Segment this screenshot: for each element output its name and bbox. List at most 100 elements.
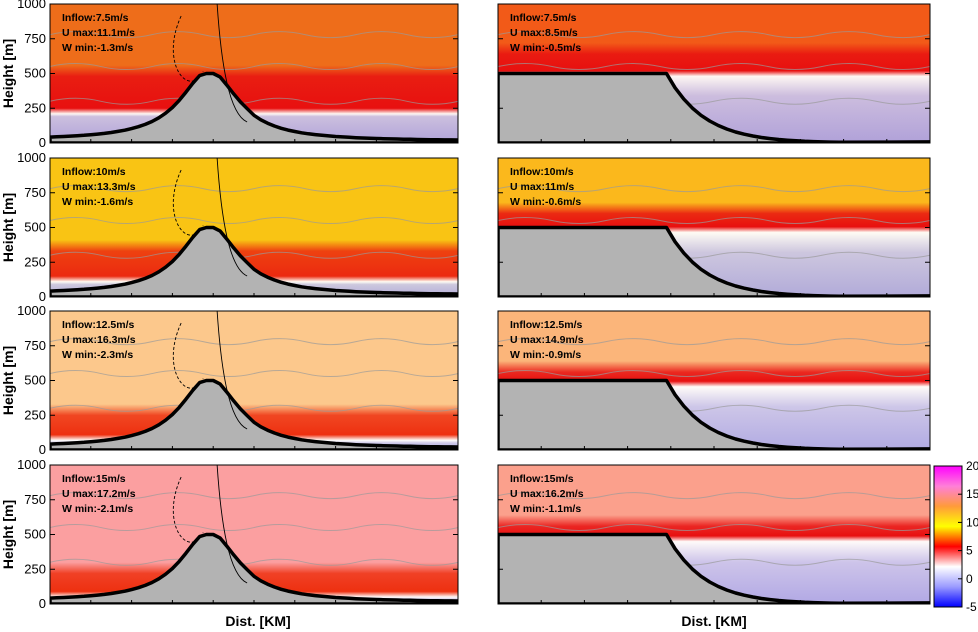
panel-annotation: Inflow:7.5m/s (62, 12, 129, 24)
panel-annotation: U max:8.5m/s (510, 27, 578, 39)
colorbar: 20 15 10 5 0 -5 (933, 459, 978, 614)
y-tick-label: 0 (39, 289, 46, 304)
y-tick-label: 750 (24, 185, 46, 200)
y-tick-label: 1000 (17, 303, 46, 318)
panel-annotation: Inflow:15m/s (62, 473, 126, 485)
colorbar-tick-label: 10 (966, 515, 978, 529)
contour-negative (172, 476, 204, 543)
panel: Inflow:7.5m/s U max:8.5m/s W min:-0.5m/s (497, 3, 931, 144)
panel-annotation: U max:11m/s (510, 181, 574, 193)
panel-field (498, 4, 930, 143)
contour-positive (216, 465, 248, 584)
y-tick-label: 250 (24, 561, 46, 576)
streamline (50, 251, 458, 259)
panel: 0 250 500 750 1000 Height [m] Inflow:10m/s U ma… (0, 150, 459, 304)
panel-annotation: Inflow:12.5m/s (62, 319, 135, 331)
panel-annotation: W min:-2.3m/s (62, 349, 133, 361)
colorbar-tick-label: 20 (966, 459, 978, 473)
streamline (498, 185, 930, 193)
streamline (50, 492, 458, 500)
contour-negative (172, 322, 204, 389)
streamline (498, 492, 930, 500)
panel-annotation: U max:13.3m/s (62, 181, 136, 193)
y-tick-label: 250 (24, 100, 46, 115)
panel-annotation: U max:16.2m/s (510, 488, 584, 500)
streamline (50, 404, 458, 412)
y-axis-label: Height [m] (0, 39, 16, 108)
streamline (50, 338, 458, 346)
panel: 0 250 500 750 1000 Height [m] Inflow:12.5m/s U … (0, 303, 459, 457)
panel: 0 250 500 750 1000 Height [m] Inflow:15m/s U ma… (0, 457, 459, 611)
contour-positive (216, 158, 248, 277)
panel: Inflow:10m/s U max:11m/s W min:-0.6m/s (497, 157, 931, 298)
streamline (50, 370, 458, 378)
terrain (50, 532, 458, 604)
panel-annotation: W min:-1.1m/s (510, 503, 581, 515)
panel-annotation: Inflow:12.5m/s (510, 319, 583, 331)
panel: Inflow:15m/s U max:16.2m/s W min:-1.1m/s (497, 464, 931, 605)
streamline (498, 31, 930, 39)
panel-annotation: W min:-2.1m/s (62, 503, 133, 515)
y-axis-label: Height [m] (0, 500, 16, 569)
streamline (498, 524, 930, 532)
panel-annotation: U max:14.9m/s (510, 334, 584, 346)
colorbar-tick-label: 15 (966, 487, 978, 501)
panel-field (50, 4, 458, 143)
panel-field (498, 158, 930, 297)
panel-annotation: W min:-1.6m/s (62, 196, 133, 208)
panel-annotation: W min:-0.9m/s (510, 349, 581, 361)
y-tick-label: 250 (24, 407, 46, 422)
panel-field (498, 311, 930, 450)
streamline (50, 217, 458, 225)
streamline (50, 63, 458, 71)
y-tick-label: 500 (24, 527, 46, 542)
panel-annotation: W min:-0.6m/s (510, 196, 581, 208)
panel-annotation: Inflow:10m/s (62, 166, 126, 178)
panel-annotation: W min:-0.5m/s (510, 42, 581, 54)
streamline (50, 524, 458, 532)
y-tick-label: 1000 (17, 150, 46, 165)
terrain (498, 225, 930, 297)
y-tick-label: 0 (39, 442, 46, 457)
y-tick-label: 750 (24, 492, 46, 507)
streamline (50, 558, 458, 566)
terrain (498, 71, 930, 143)
panel-field (50, 311, 458, 450)
panel-field (50, 465, 458, 604)
streamline (50, 185, 458, 193)
y-tick-label: 250 (24, 254, 46, 269)
x-axis-label-left: Dist. [KM] (225, 613, 290, 629)
y-tick-label: 500 (24, 220, 46, 235)
panel-annotation: U max:16.3m/s (62, 334, 136, 346)
terrain (498, 378, 930, 450)
y-tick-label: 750 (24, 338, 46, 353)
streamline (50, 97, 458, 105)
y-tick-label: 1000 (17, 0, 46, 11)
x-axis-label-right: Dist. [KM] (681, 613, 746, 629)
y-tick-label: 500 (24, 373, 46, 388)
panel: Inflow:12.5m/s U max:14.9m/s W min:-0.9m/s (497, 310, 931, 451)
colorbar-tick-label: 5 (966, 544, 973, 558)
streamline (498, 338, 930, 346)
contour-positive (216, 311, 248, 430)
panel-field (498, 465, 930, 604)
y-tick-label: 500 (24, 66, 46, 81)
streamline (50, 31, 458, 39)
y-axis-label: Height [m] (0, 193, 16, 262)
panel-annotation: Inflow:15m/s (510, 473, 574, 485)
contour-negative (172, 15, 204, 82)
streamline (498, 370, 930, 378)
streamline (498, 63, 930, 71)
colorbar-tick-label: 0 (966, 572, 973, 586)
y-tick-label: 0 (39, 596, 46, 611)
panel-field (50, 158, 458, 297)
terrain (50, 378, 458, 450)
terrain (50, 71, 458, 143)
colorbar-scale (933, 465, 963, 608)
y-tick-label: 1000 (17, 457, 46, 472)
panel-annotation: Inflow:7.5m/s (510, 12, 577, 24)
panel-annotation: Inflow:10m/s (510, 166, 574, 178)
contour-positive (216, 4, 248, 123)
panel: 0 250 500 750 1000 Height [m] Inflow:7.5m/s U m… (0, 0, 459, 150)
